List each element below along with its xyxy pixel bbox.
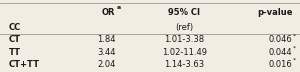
Text: 1.14-3.63: 1.14-3.63 — [164, 60, 205, 69]
Text: TT: TT — [9, 48, 21, 57]
Text: (ref): (ref) — [176, 23, 194, 32]
Text: *: * — [293, 45, 296, 50]
Text: 0.016: 0.016 — [269, 60, 292, 69]
Text: 95% CI: 95% CI — [169, 8, 200, 17]
Text: 0.044: 0.044 — [269, 48, 292, 57]
Text: p-value: p-value — [257, 8, 292, 17]
Text: 0.046: 0.046 — [269, 35, 292, 44]
Text: 3.44: 3.44 — [97, 48, 116, 57]
Text: *: * — [293, 58, 296, 63]
Text: 1.84: 1.84 — [97, 35, 116, 44]
Text: OR: OR — [102, 8, 116, 17]
Text: 1.02-11.49: 1.02-11.49 — [162, 48, 207, 57]
Text: 1.01-3.38: 1.01-3.38 — [164, 35, 205, 44]
Text: a: a — [117, 5, 121, 10]
Text: CC: CC — [9, 23, 21, 32]
Text: *: * — [293, 33, 296, 38]
Text: CT: CT — [9, 35, 21, 44]
Text: CT+TT: CT+TT — [9, 60, 40, 69]
Text: 2.04: 2.04 — [97, 60, 116, 69]
